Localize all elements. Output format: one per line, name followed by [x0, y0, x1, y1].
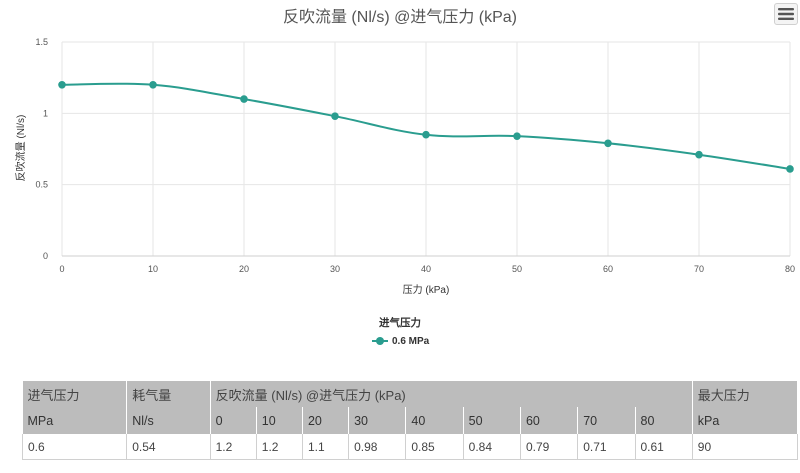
legend-symbol: [372, 336, 388, 346]
x-tick-label: 30: [330, 264, 340, 274]
pressure-cell: 60: [520, 407, 579, 434]
unit-cell: Nl/s: [126, 407, 211, 434]
table-header-row-2: MPa Nl/s 0 10 20 30 40 50 60 70 80 kPa: [22, 407, 799, 434]
header-inlet-pressure: 进气压力: [22, 381, 128, 407]
data-point[interactable]: [786, 165, 794, 173]
y-tick-label: 0: [43, 251, 48, 261]
table-header-row-1: 进气压力 耗气量 反吹流量 (Nl/s) @进气压力 (kPa) 最大压力: [22, 381, 799, 407]
unit-cell: kPa: [692, 407, 799, 434]
data-point[interactable]: [58, 81, 66, 89]
chart-title: 反吹流量 (Nl/s) @进气压力 (kPa): [282, 9, 518, 26]
header-air-consumption: 耗气量: [126, 381, 211, 407]
hamburger-menu-icon: [778, 8, 794, 20]
pressure-cell: 20: [302, 407, 350, 434]
legend-label: 0.6 MPa: [392, 335, 430, 347]
x-tick-label: 80: [785, 264, 795, 274]
table-cell: 0.79: [520, 434, 579, 460]
table-cell: 1.2: [256, 434, 303, 460]
x-tick-label: 10: [148, 264, 158, 274]
y-axis-label: 反吹流量 (Nl/s): [14, 115, 27, 182]
legend-title: 进气压力: [379, 317, 421, 329]
table-cell: 0.61: [635, 434, 693, 460]
data-point[interactable]: [513, 132, 521, 140]
y-tick-label: 1: [43, 108, 48, 118]
pressure-cell: 40: [405, 407, 464, 434]
header-max-pressure: 最大压力: [692, 381, 799, 407]
data-point[interactable]: [422, 130, 430, 139]
chart-menu-button[interactable]: [774, 3, 798, 25]
table-cell: 1.1: [302, 434, 350, 460]
pressure-cell: 70: [577, 407, 636, 434]
table-cell: 0.84: [463, 434, 521, 460]
x-tick-label: 0: [59, 264, 64, 274]
x-tick-label: 40: [421, 264, 431, 274]
table-cell: 90: [692, 434, 799, 460]
table-row: 0.6 0.54 1.2 1.2 1.1 0.98 0.85 0.84 0.79…: [21, 434, 799, 460]
table-cell: 0.54: [126, 434, 211, 460]
data-point[interactable]: [240, 95, 248, 103]
data-point[interactable]: [604, 139, 612, 148]
chart-grid: [61, 41, 791, 257]
pressure-cell: 50: [463, 407, 521, 434]
data-point[interactable]: [149, 81, 157, 89]
pressure-cell: 0: [210, 407, 257, 434]
x-tick-label: 20: [239, 264, 249, 274]
table-cell: 1.2: [210, 434, 257, 460]
table-cell: 0.85: [405, 434, 464, 460]
unit-cell: MPa: [22, 407, 128, 434]
x-axis-label: 压力 (kPa): [403, 283, 450, 296]
legend-item-series[interactable]: 0.6 MPa: [372, 334, 429, 348]
data-point[interactable]: [331, 112, 339, 120]
y-tick-label: 1.5: [35, 37, 48, 47]
table-cell: 0.6: [21, 434, 128, 460]
x-axis-ticks: 0 10 20 30 40 50 60 70 80: [59, 264, 795, 274]
spec-table: 进气压力 耗气量 反吹流量 (Nl/s) @进气压力 (kPa) 最大压力 MP…: [21, 381, 799, 460]
data-point[interactable]: [695, 150, 703, 159]
pressure-cell: 80: [635, 407, 693, 434]
y-axis-ticks: 0 0.5 1 1.5: [35, 37, 48, 261]
series-points: [58, 81, 794, 173]
pressure-cell: 10: [256, 407, 303, 434]
x-tick-label: 60: [603, 264, 613, 274]
y-tick-label: 0.5: [35, 180, 48, 190]
line-chart: 0 0.5 1 1.5 0 10 20 30 40 50 60 70 80 反吹流量 (Nl/s) 压…: [14, 37, 795, 296]
table-cell: 0.98: [348, 434, 407, 460]
x-tick-label: 50: [512, 264, 522, 274]
pressure-cell: 30: [348, 407, 407, 434]
header-blowback-flow: 反吹流量 (Nl/s) @进气压力 (kPa): [210, 381, 693, 407]
x-tick-label: 70: [694, 264, 704, 274]
table-cell: 0.71: [577, 434, 636, 460]
